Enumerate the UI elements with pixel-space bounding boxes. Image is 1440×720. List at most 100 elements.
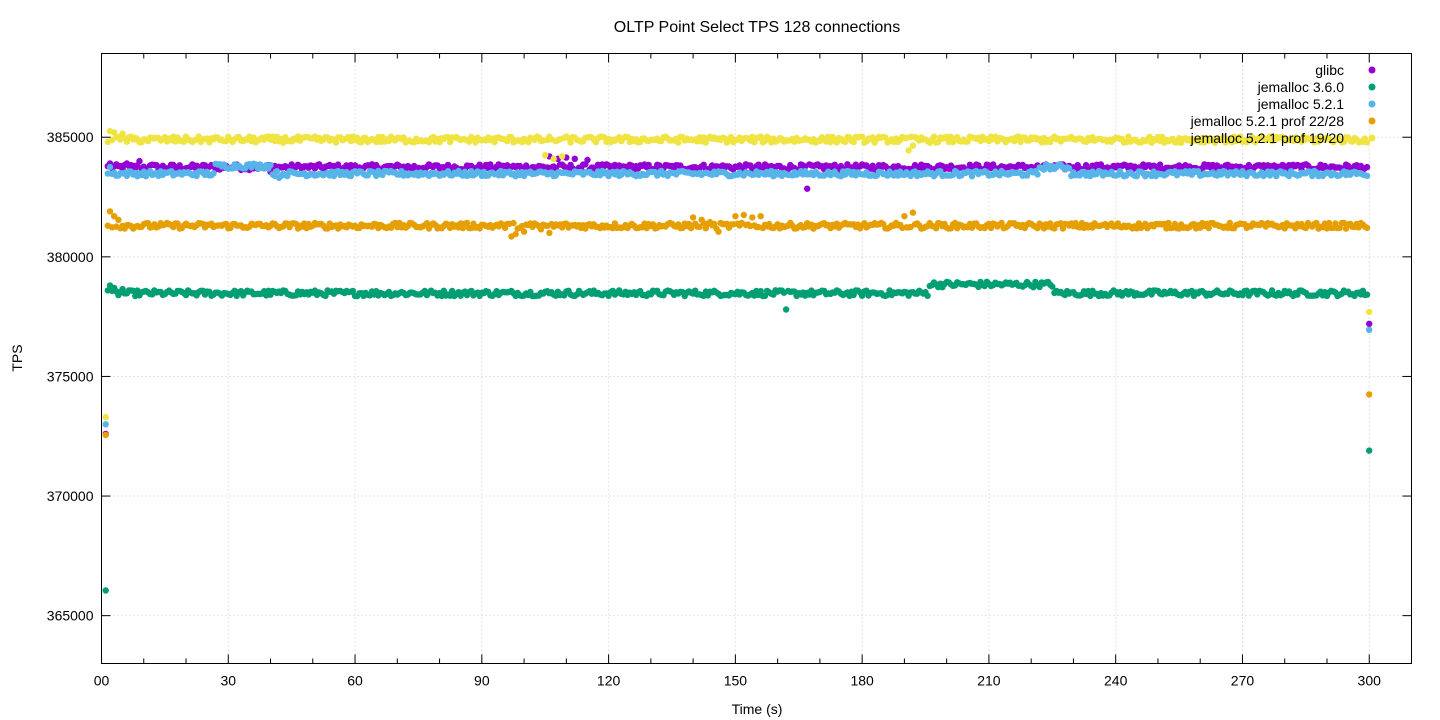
data-point: [136, 157, 143, 165]
data-point: [909, 142, 917, 149]
legend-label: glibc: [1315, 62, 1344, 78]
data-point: [440, 287, 447, 294]
y-tick-label: 370000: [47, 488, 94, 504]
data-point: [964, 138, 971, 145]
data-point: [332, 139, 340, 146]
data-point: [1226, 219, 1234, 227]
data-point: [267, 161, 274, 169]
data-point: [675, 139, 682, 146]
data-point: [1363, 224, 1371, 231]
grid-lines: [101, 53, 1412, 664]
data-point: [901, 213, 908, 220]
data-point: [909, 209, 917, 216]
legend-label: jemalloc 5.2.1 prof 19/20: [1190, 130, 1345, 146]
x-tick-label: 270: [1231, 673, 1255, 689]
data-point: [1309, 172, 1316, 180]
data-point: [1366, 391, 1373, 398]
data-point: [111, 213, 118, 220]
data-point: [1165, 219, 1172, 227]
data-point: [1049, 283, 1056, 290]
data-point: [850, 138, 857, 146]
y-axis-label: TPS: [9, 344, 25, 371]
data-point: [510, 219, 517, 227]
y-tick-label: 365000: [47, 608, 94, 624]
data-point: [749, 214, 756, 221]
data-point: [334, 161, 342, 168]
data-point: [1125, 133, 1132, 140]
data-point: [111, 129, 118, 136]
data-point: [1066, 165, 1073, 172]
data-point: [1040, 166, 1048, 173]
data-point: [102, 413, 109, 421]
x-tick-label: 240: [1104, 673, 1128, 689]
legend-label: jemalloc 5.2.1: [1257, 96, 1345, 112]
x-tick-label: 150: [724, 673, 748, 689]
data-point: [102, 421, 109, 428]
x-tick-label: 120: [597, 673, 621, 689]
data-point: [924, 292, 931, 299]
data-point: [1363, 139, 1371, 146]
data-point: [174, 220, 181, 227]
data-point: [546, 229, 553, 237]
data-point: [761, 292, 769, 299]
data-point: [998, 219, 1005, 227]
x-axis-label: Time (s): [732, 701, 783, 717]
data-point: [210, 170, 217, 177]
legend-label: jemalloc 5.2.1 prof 22/28: [1190, 113, 1345, 129]
x-tick-label: 00: [94, 673, 110, 689]
data-point: [1133, 173, 1141, 180]
series-4-points: [102, 128, 1373, 421]
data-point: [905, 147, 912, 154]
legend-marker: [1368, 83, 1376, 91]
series-1-points: [102, 278, 1373, 594]
data-point: [757, 288, 764, 295]
data-point: [804, 185, 811, 192]
data-point: [1363, 163, 1371, 171]
data-point: [520, 228, 528, 235]
data-point: [696, 223, 703, 230]
plot-frame: [101, 53, 1412, 664]
data-point: [115, 216, 122, 223]
y-axis-tick-labels: 365000 370000 375000 380000 385000: [47, 129, 94, 623]
data-point: [689, 214, 697, 221]
data-point: [1366, 326, 1373, 333]
legend-marker: [1368, 100, 1376, 108]
data-point: [842, 138, 849, 145]
data-point: [687, 224, 695, 232]
data-point: [567, 139, 574, 146]
data-point: [558, 153, 566, 160]
data-point: [571, 155, 578, 162]
data-point: [102, 587, 109, 594]
x-tick-label: 60: [347, 673, 363, 689]
data-point: [1366, 308, 1373, 316]
data-point: [882, 134, 889, 141]
data-point: [1366, 320, 1373, 327]
data-points: [102, 128, 1373, 594]
legend-label: jemalloc 3.6.0: [1257, 79, 1345, 95]
data-point: [1237, 133, 1244, 140]
data-point: [1313, 219, 1320, 227]
x-tick-label: 300: [1358, 673, 1382, 689]
y-tick-label: 385000: [47, 129, 94, 145]
data-point: [542, 152, 549, 159]
data-point: [102, 431, 109, 439]
data-point: [1363, 172, 1371, 179]
data-point: [322, 292, 329, 300]
data-point: [1366, 447, 1373, 454]
legend-marker: [1368, 134, 1376, 142]
data-point: [932, 225, 940, 232]
data-point: [782, 306, 790, 313]
data-point: [349, 287, 357, 295]
y-tick-label: 380000: [47, 249, 94, 265]
chart-title: OLTP Point Select TPS 128 connections: [614, 19, 900, 36]
data-point: [106, 163, 114, 171]
legend-marker: [1368, 117, 1376, 125]
x-tick-label: 210: [977, 673, 1001, 689]
data-point: [550, 155, 557, 162]
y-tick-label: 375000: [47, 368, 94, 384]
data-point: [512, 230, 519, 238]
axis-ticks: [101, 53, 1412, 664]
data-point: [1205, 224, 1212, 232]
